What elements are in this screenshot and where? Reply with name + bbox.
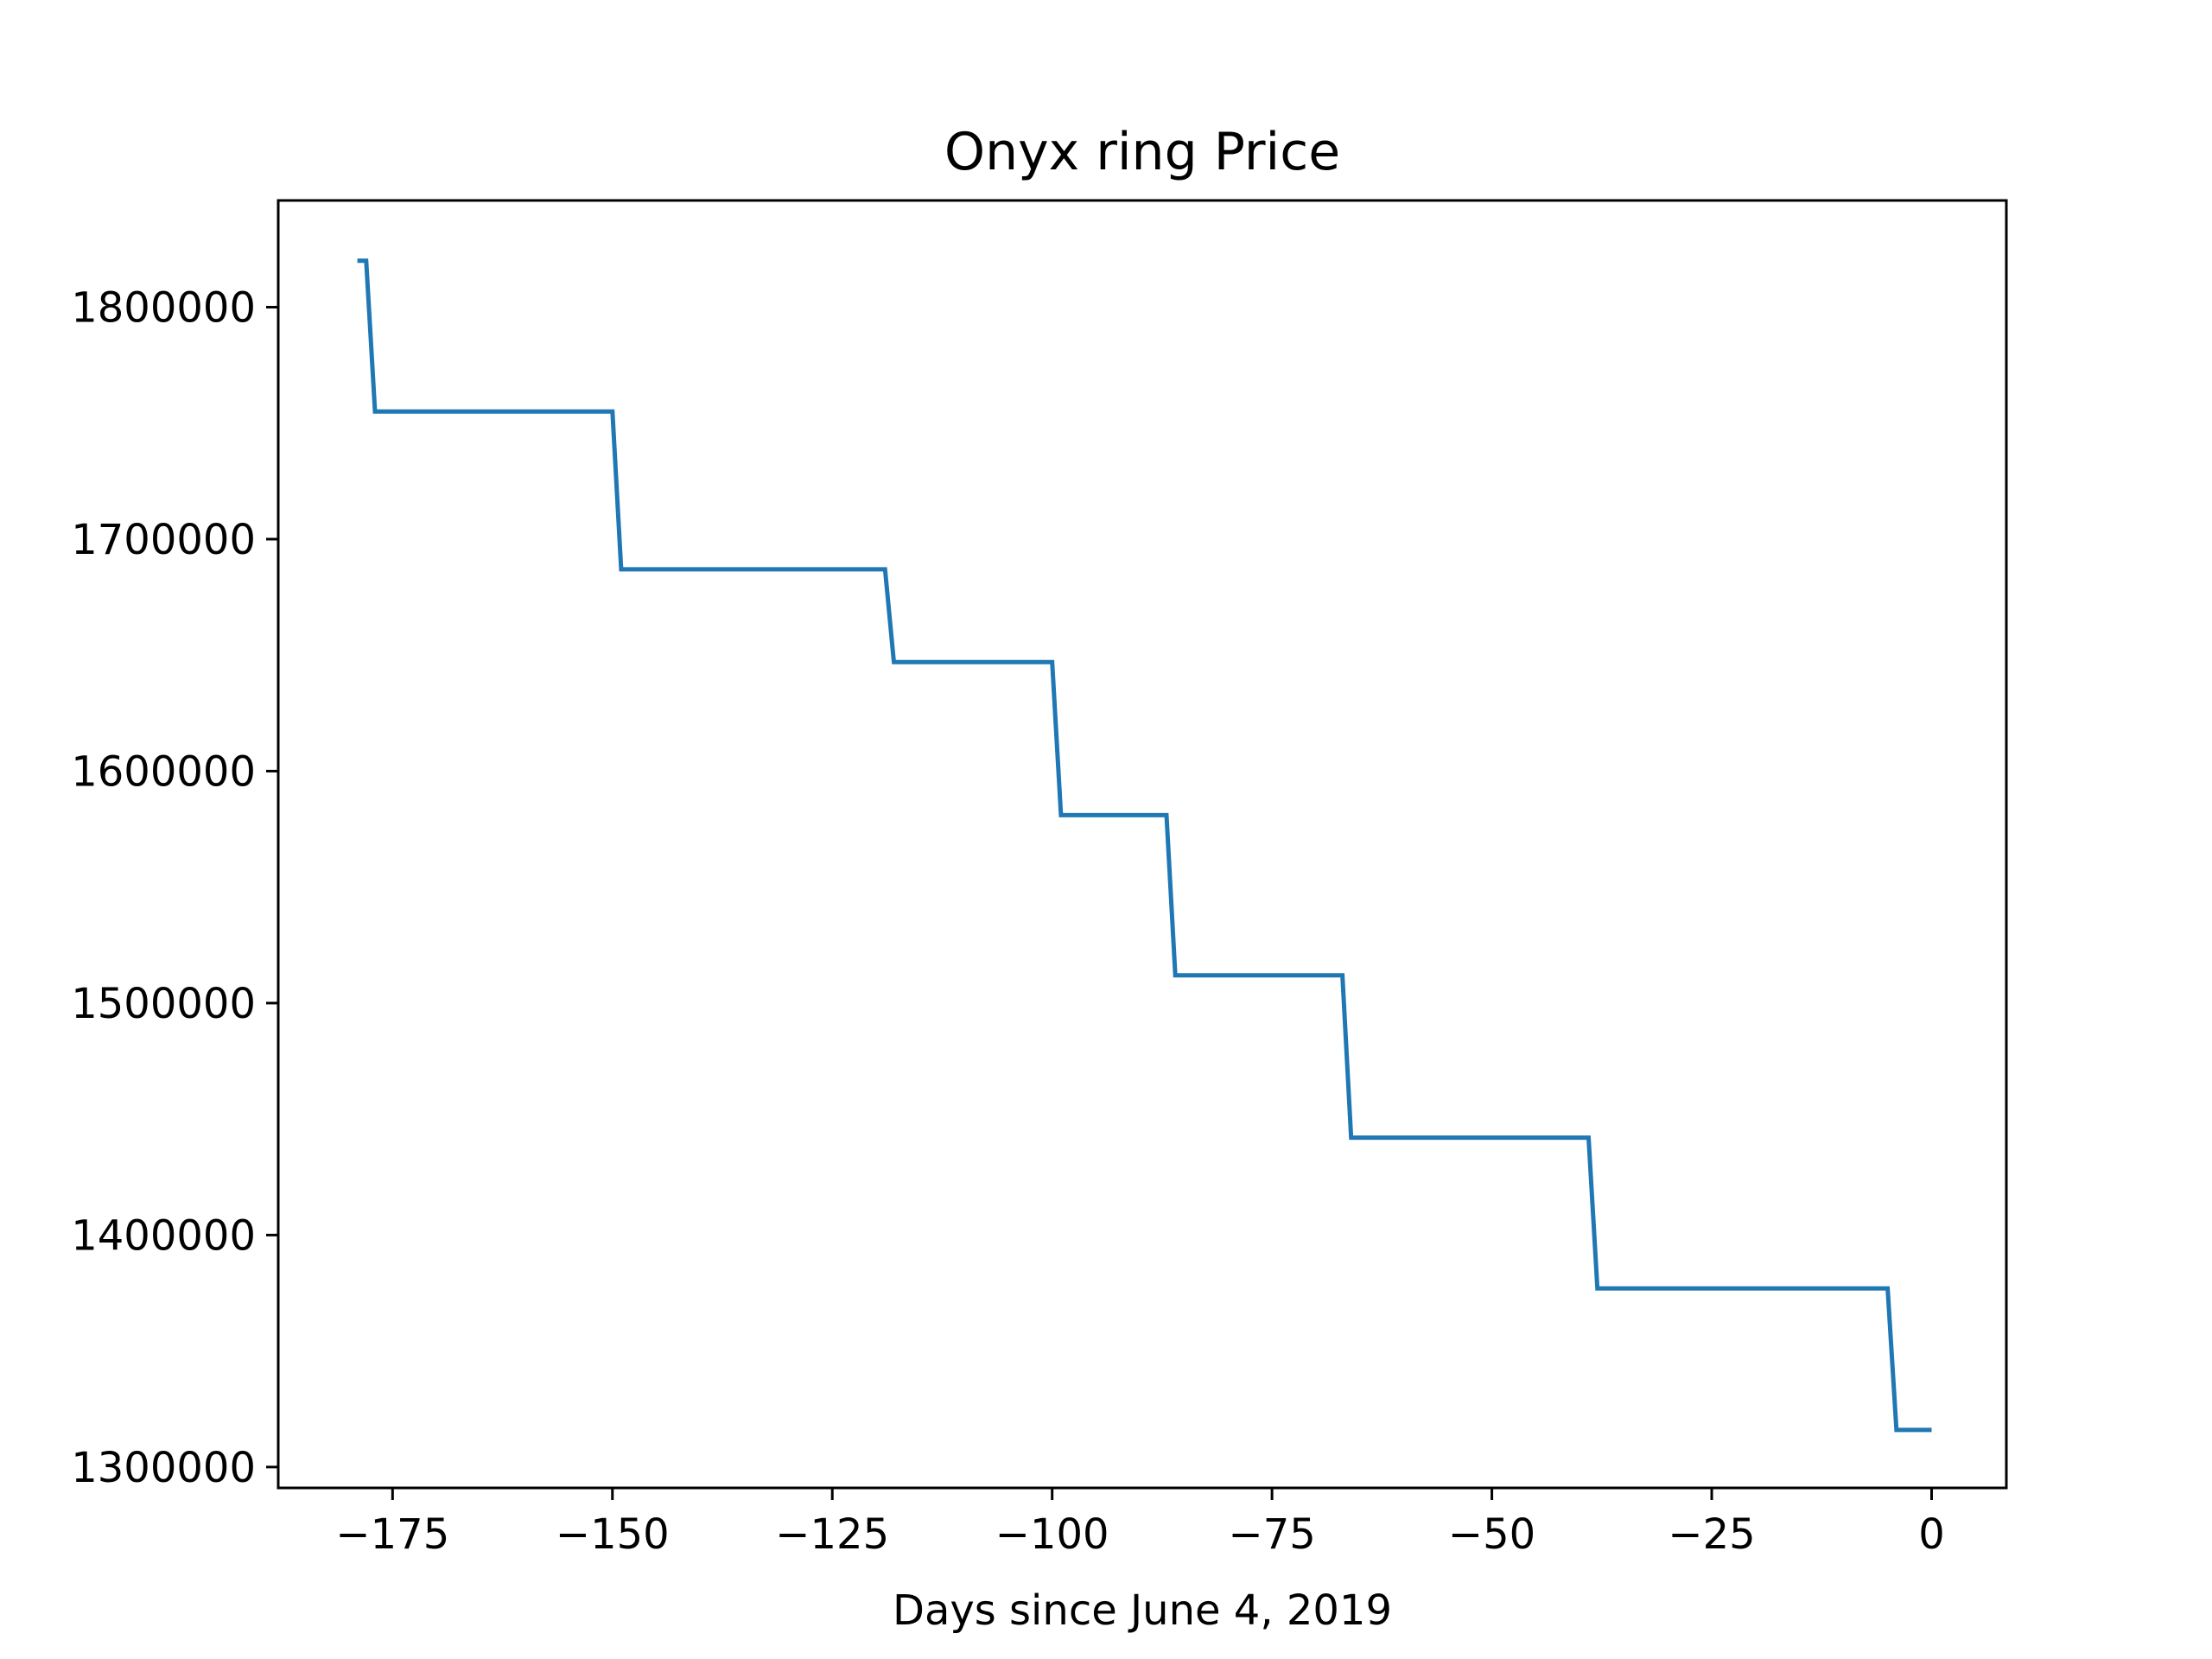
x-tick-label: −100 — [995, 1510, 1109, 1559]
x-tick-label: 0 — [1918, 1510, 1945, 1559]
series-layer — [357, 258, 1932, 1433]
x-tick-label: −50 — [1448, 1510, 1535, 1559]
plot-frame — [276, 199, 2008, 1490]
y-tick-label: 1800000 — [71, 283, 256, 332]
y-tick-label: 1300000 — [71, 1444, 256, 1492]
x-tick-label: −175 — [335, 1510, 449, 1559]
y-tick-label: 1600000 — [71, 747, 256, 796]
y-tick-label: 1700000 — [71, 516, 256, 564]
x-axis-label: Days since June 4, 2019 — [893, 1586, 1392, 1635]
y-tick-label: 1500000 — [71, 980, 256, 1028]
y-tick-label: 1400000 — [71, 1211, 256, 1260]
x-tick-label: −150 — [556, 1510, 670, 1559]
x-tick-label: −25 — [1668, 1510, 1755, 1559]
price-series-line — [357, 258, 1932, 1433]
chart-title: Onyx ring Price — [944, 122, 1340, 182]
x-tick-label: −125 — [775, 1510, 889, 1559]
x-tick-label: −75 — [1228, 1510, 1315, 1559]
ticks: −175 −150 −125 −100 −75 −50 −25 0 1300000 1400000… — [71, 283, 1945, 1559]
